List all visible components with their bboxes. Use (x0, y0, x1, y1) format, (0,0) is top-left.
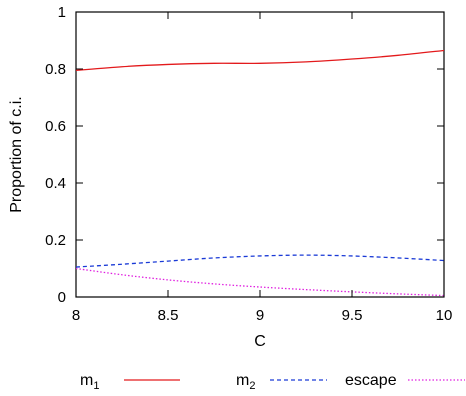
series-line-m1 (76, 49, 444, 72)
legend: m1 m2 escape (80, 372, 465, 392)
plot-area (75, 11, 445, 298)
x-tick-label: 8.5 (158, 307, 179, 324)
legend-label: escape (345, 372, 397, 389)
plot-frame (75, 11, 445, 298)
x-axis-label: C (254, 333, 266, 350)
legend-label: m1 (80, 372, 99, 392)
y-tick-label: 0.4 (45, 175, 66, 192)
y-axis-ticks: 0 0.2 0.4 0.6 0.8 1 (45, 4, 444, 306)
x-tick-label: 9.5 (342, 307, 363, 324)
x-axis-ticks: 8 8.5 9 9.5 10 (72, 12, 453, 324)
legend-label: m2 (236, 372, 255, 392)
series-line-escape (76, 267, 444, 297)
series-line-m2 (76, 254, 444, 268)
x-tick-label: 10 (436, 307, 453, 324)
x-tick-label: 8 (72, 307, 80, 324)
y-axis-label: Proportion of c.i. (8, 96, 25, 213)
y-tick-label: 0 (58, 289, 66, 306)
y-tick-label: 0.2 (45, 232, 66, 249)
y-tick-label: 0.8 (45, 61, 66, 78)
x-tick-label: 9 (256, 307, 264, 324)
y-tick-label: 1 (58, 4, 66, 21)
y-tick-label: 0.6 (45, 118, 66, 135)
